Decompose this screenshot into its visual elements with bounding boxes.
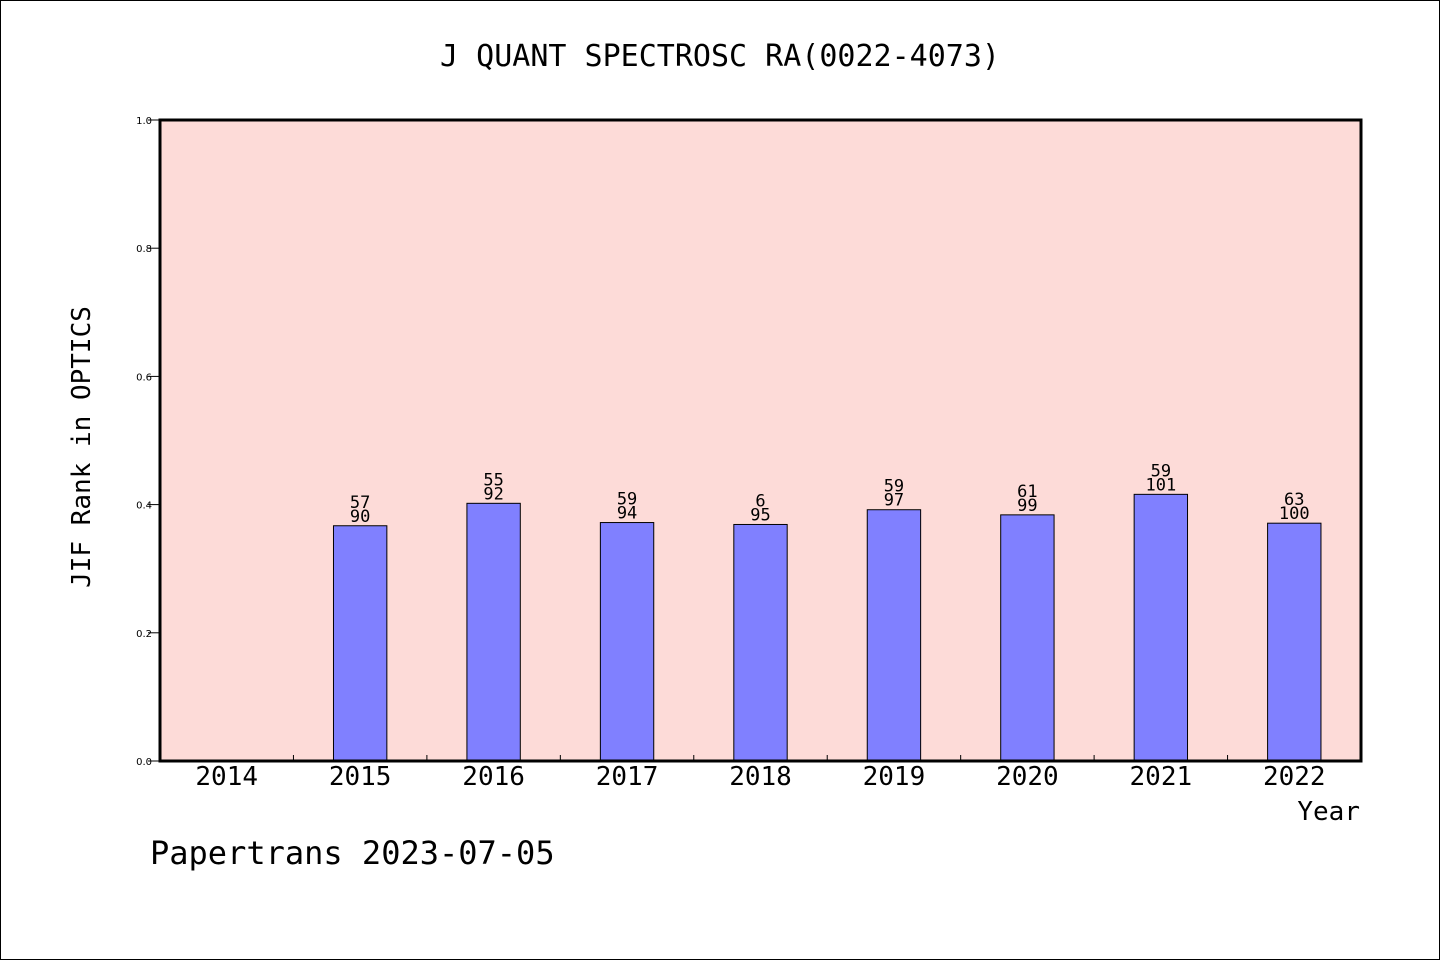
bar-rank-label-2017: 59 <box>617 490 637 510</box>
x-tick-label-2016: 2016 <box>462 762 525 792</box>
bar-2022 <box>1267 522 1322 762</box>
bar-2021 <box>1133 493 1189 762</box>
y-tick-label: 1.0 <box>136 116 152 127</box>
x-tick-label-2015: 2015 <box>329 762 392 792</box>
x-tick-label-2020: 2020 <box>996 762 1059 792</box>
y-tick-label: 0.8 <box>136 244 152 255</box>
y-tick-label: 0.2 <box>136 629 152 640</box>
y-tick-label: 0.4 <box>136 501 152 512</box>
x-tick-label-2021: 2021 <box>1130 762 1193 792</box>
bar-total-label-2020: 99 <box>1017 496 1037 516</box>
x-tick-label-2019: 2019 <box>863 762 926 792</box>
y-axis-label: JIF Rank in OPTICS <box>67 306 97 588</box>
bar-2019 <box>866 509 922 762</box>
bar-total-label-2015: 90 <box>350 507 370 527</box>
bar-2015 <box>332 525 388 762</box>
x-tick-label-2022: 2022 <box>1263 762 1326 792</box>
x-tick-label-2017: 2017 <box>596 762 659 792</box>
bar-2018 <box>733 523 788 762</box>
bar-rank-label-2021: 59 <box>1151 461 1171 481</box>
bar-rank-label-2018: 6 <box>755 491 765 511</box>
bar-total-label-2022: 100 <box>1279 504 1310 524</box>
x-axis: 2014 2015 2016 2017 2018 2019 2020 2021 2022 <box>195 755 1326 792</box>
credit-text: Papertrans 2023-07-05 <box>150 834 555 872</box>
bar-2017 <box>599 522 655 762</box>
x-tick-label-2014: 2014 <box>195 762 258 792</box>
x-tick-label-2018: 2018 <box>729 762 792 792</box>
bar-2016 <box>466 502 521 762</box>
y-axis: 0.0 0.2 0.4 0.6 0.8 1.0 <box>136 116 160 768</box>
plot-border <box>158 118 1363 763</box>
bar-rank-label-2020: 61 <box>1017 482 1037 502</box>
bar-rank-label-2016: 55 <box>483 470 503 490</box>
x-axis-label: Year <box>1297 797 1360 827</box>
bar-rank-label-2015: 57 <box>350 493 370 513</box>
bar-total-label-2018: 95 <box>750 505 770 525</box>
bar-total-label-2017: 94 <box>617 504 637 524</box>
bar-total-label-2021: 101 <box>1145 475 1176 495</box>
bar-2020 <box>1000 514 1055 762</box>
y-tick-label: 0.0 <box>136 757 152 768</box>
bar-total-label-2016: 92 <box>483 484 503 504</box>
bar-rank-label-2019: 59 <box>884 477 904 497</box>
bar-total-label-2019: 97 <box>884 491 904 511</box>
chart-title: J QUANT SPECTROSC RA(0022-4073) <box>440 39 1000 74</box>
bar-rank-label-2022: 63 <box>1284 490 1304 510</box>
y-tick-label: 0.6 <box>136 372 152 383</box>
